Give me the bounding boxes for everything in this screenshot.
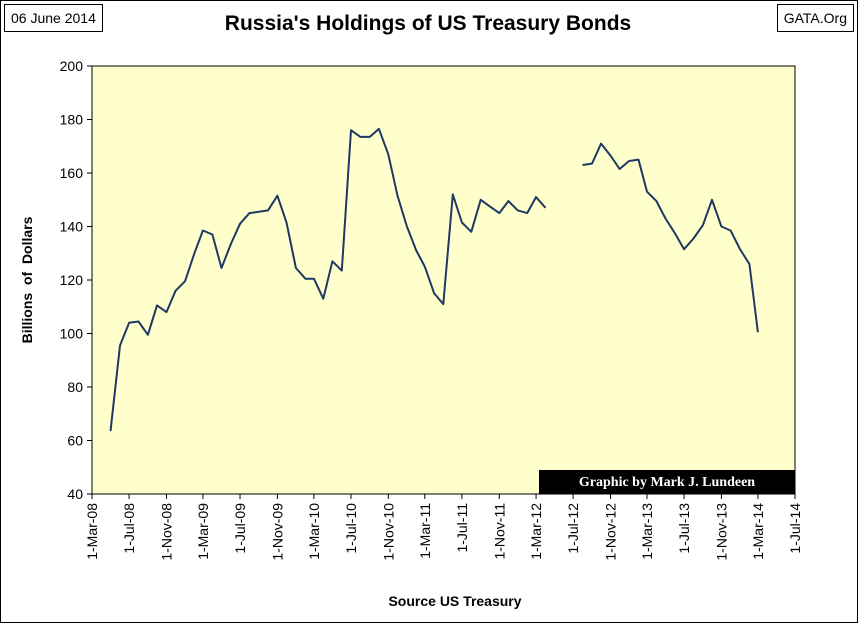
source-tag: GATA.Org — [776, 4, 854, 32]
x-tick-label: 1-Mar-12 — [528, 503, 544, 560]
plot-area — [91, 65, 796, 495]
x-tick-label: 1-Nov-09 — [269, 503, 285, 561]
x-tick-label: 1-Jul-14 — [787, 503, 803, 554]
x-tick-label: 1-Jul-11 — [454, 503, 470, 553]
y-tick-label: 140 — [60, 219, 84, 235]
x-tick-label: 1-Nov-11 — [491, 503, 507, 560]
y-tick-label: 180 — [60, 112, 84, 128]
x-tick-label: 1-Mar-13 — [639, 503, 655, 560]
x-tick-label: 1-Jul-12 — [565, 503, 581, 554]
x-tick-label: 1-Nov-08 — [158, 503, 174, 561]
x-axis-label: Source US Treasury — [388, 593, 522, 609]
x-tick-label: 1-Jul-13 — [676, 503, 692, 554]
x-tick-label: 1-Nov-12 — [603, 503, 619, 561]
y-tick-label: 160 — [60, 165, 84, 181]
series-line — [109, 127, 547, 432]
x-tick-label: 1-Mar-14 — [750, 503, 766, 560]
date-label: 06 June 2014 — [4, 4, 103, 32]
data-lines — [109, 127, 759, 432]
x-axis-ticks: 1-Mar-08 1-Jul-08 1-Nov-08 1-Mar-09 1-Jul-09… — [84, 494, 803, 561]
x-tick-label: 1-Jul-10 — [343, 503, 359, 554]
chart-title: Russia's Holdings of US Treasury Bonds — [224, 12, 632, 35]
y-tick-label: 40 — [67, 486, 83, 502]
x-tick-label: 1-Jul-09 — [232, 503, 248, 554]
x-tick-label: 1-Mar-10 — [306, 503, 322, 560]
series-line — [582, 142, 759, 333]
x-tick-label: 1-Jul-08 — [121, 503, 137, 554]
y-axis-ticks: 40 60 80 100 120 140 160 180 200 — [60, 58, 92, 502]
x-tick-label: 1-Mar-11 — [417, 503, 433, 559]
credit-label: Graphic by Mark J. Lundeen — [539, 470, 795, 494]
x-tick-label: 1-Mar-09 — [195, 503, 211, 560]
x-tick-label: 1-Nov-13 — [713, 503, 729, 561]
y-axis-label: Billions of Dollars — [19, 216, 35, 343]
y-tick-label: 60 — [67, 433, 83, 449]
y-tick-label: 100 — [60, 326, 84, 342]
y-tick-label: 200 — [60, 58, 84, 74]
y-tick-label: 120 — [60, 272, 84, 288]
y-tick-label: 80 — [67, 379, 83, 395]
x-tick-label: 1-Nov-10 — [380, 503, 396, 561]
x-tick-label: 1-Mar-08 — [84, 503, 100, 560]
